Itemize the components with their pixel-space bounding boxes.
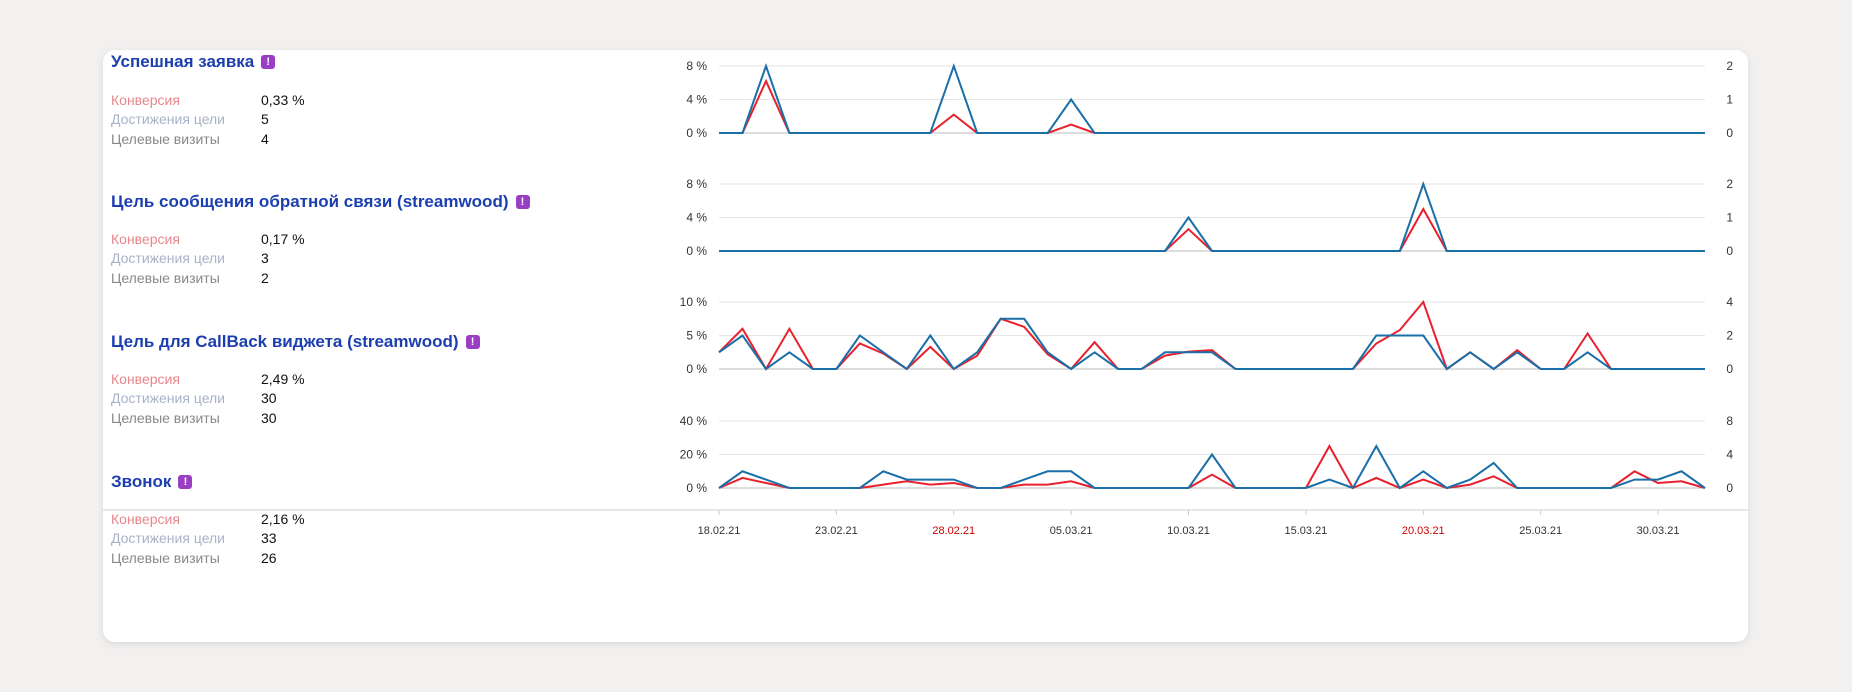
metric-label: Целевые визиты: [111, 270, 220, 286]
x-tick-label: 15.03.21: [1284, 525, 1327, 537]
metric-label: Целевые визиты: [111, 131, 220, 147]
metric-target-visits: Целевые визиты 26: [111, 548, 431, 568]
warning-badge-icon[interactable]: !: [465, 335, 480, 349]
y-tick-label-left: 0 %: [686, 244, 707, 258]
y-tick-label-left: 8 %: [686, 177, 707, 191]
metric-conversion: Конверсия 0,33 %: [111, 90, 431, 110]
x-tick-label: 25.03.21: [1519, 525, 1562, 537]
y-tick-label-left: 8 %: [686, 59, 707, 73]
metric-label: Конверсия: [111, 231, 180, 247]
y-tick-label-right: 0: [1726, 244, 1733, 258]
metric-value: 5: [261, 111, 269, 127]
y-tick-label-right: 0: [1726, 126, 1733, 140]
goal-title[interactable]: Успешная заявка !: [111, 52, 276, 72]
metric-label: Достижения цели: [111, 250, 226, 266]
conversion-line: [718, 444, 1706, 490]
metric-value: 0,33 %: [261, 92, 305, 108]
y-tick-label-left: 5 %: [686, 329, 707, 343]
metric-label: Целевые визиты: [111, 410, 220, 426]
metric-value: 30: [261, 390, 277, 406]
y-tick-label-right: 0: [1726, 362, 1733, 376]
goal-block-callback-widget: Цель для CallBack виджета (streamwood) !…: [107, 330, 707, 470]
goal-block-successful-request: Успешная заявка ! Конверсия 0,33 % Дости…: [107, 50, 707, 190]
y-tick-label-right: 2: [1726, 59, 1733, 73]
warning-badge-icon[interactable]: !: [178, 475, 193, 489]
conversion-line: [719, 78, 1705, 134]
goal-charts: 0 % 04 % 18 % 20 % 04 % 18 % 20 % 05 % 210 % 40 %…: [103, 59, 1748, 537]
x-tick-label: 18.02.21: [698, 525, 741, 537]
metric-value: 30: [261, 410, 277, 426]
metric-achievements: Достижения цели 3: [111, 248, 431, 268]
metric-label: Конверсия: [111, 92, 180, 108]
goal-block-feedback-message: Цель сообщения обратной связи (streamwoo…: [107, 190, 707, 330]
y-tick-label-right: 4: [1726, 295, 1733, 309]
y-tick-label-right: 1: [1726, 93, 1733, 107]
conversion-line: [719, 207, 1705, 252]
x-tick-label: 05.03.21: [1050, 525, 1093, 537]
y-tick-label-left: 10 %: [680, 295, 708, 309]
achievements-line: [719, 180, 1705, 252]
metric-value: 4: [261, 131, 269, 147]
metric-achievements: Достижения цели 33: [111, 528, 431, 548]
warning-badge-icon[interactable]: !: [515, 195, 530, 209]
metric-value: 33: [261, 530, 277, 546]
metric-value: 3: [261, 250, 269, 266]
warning-badge-icon[interactable]: !: [261, 55, 276, 69]
x-tick-label: 28.02.21: [932, 525, 975, 537]
metric-label: Достижения цели: [111, 390, 226, 406]
goal-title-text[interactable]: Цель для CallBack виджета (streamwood): [111, 332, 459, 351]
metric-achievements: Достижения цели 30: [111, 388, 431, 408]
metric-target-visits: Целевые визиты 4: [111, 129, 431, 149]
y-tick-label-left: 0 %: [686, 126, 707, 140]
x-tick-label: 10.03.21: [1167, 525, 1210, 537]
metric-value: 2: [261, 270, 269, 286]
metric-label: Достижения цели: [111, 111, 226, 127]
x-tick-label: 20.03.21: [1402, 525, 1445, 537]
metric-value: 2,49 %: [261, 371, 305, 387]
goal-title-text[interactable]: Звонок: [111, 472, 172, 491]
goal-title[interactable]: Цель для CallBack виджета (streamwood) !: [111, 332, 480, 352]
metric-label: Конверсия: [111, 371, 180, 387]
y-tick-label-right: 0: [1726, 481, 1733, 495]
metric-conversion: Конверсия 0,17 %: [111, 229, 431, 249]
achievements-line: [718, 317, 1705, 371]
metric-conversion: Конверсия 2,49 %: [111, 369, 431, 389]
metric-label: Достижения цели: [111, 530, 226, 546]
goal-title-text[interactable]: Успешная заявка: [111, 52, 255, 71]
metric-label: Целевые визиты: [111, 550, 220, 566]
goal-block-call: Звонок ! Конверсия 2,16 % Достижения цел…: [107, 470, 707, 610]
metric-target-visits: Целевые визиты 2: [111, 268, 431, 288]
metric-value: 2,16 %: [261, 511, 305, 527]
goal-title[interactable]: Звонок !: [111, 472, 193, 492]
y-tick-label-right: 2: [1726, 329, 1733, 343]
y-tick-label-left: 4 %: [686, 211, 707, 225]
y-tick-label-right: 1: [1726, 211, 1733, 225]
metric-label: Конверсия: [111, 511, 180, 527]
achievements-line: [718, 444, 1706, 490]
metric-conversion: Конверсия 2,16 %: [111, 509, 431, 529]
y-tick-label-left: 20 %: [680, 448, 708, 462]
goal-title[interactable]: Цель сообщения обратной связи (streamwoo…: [111, 192, 530, 212]
y-tick-label-right: 2: [1726, 177, 1733, 191]
goal-title-text[interactable]: Цель сообщения обратной связи (streamwoo…: [111, 192, 509, 211]
y-tick-label-left: 4 %: [686, 93, 707, 107]
metric-achievements: Достижения цели 5: [111, 109, 431, 129]
achievements-line: [719, 62, 1705, 134]
y-tick-label-left: 0 %: [686, 481, 707, 495]
y-tick-label-left: 0 %: [686, 362, 707, 376]
metric-value: 26: [261, 550, 277, 566]
x-tick-label: 23.02.21: [815, 525, 858, 537]
metric-value: 0,17 %: [261, 231, 305, 247]
y-tick-label-left: 40 %: [680, 414, 708, 428]
y-tick-label-right: 4: [1726, 448, 1733, 462]
goals-report-card: Успешная заявка ! Конверсия 0,33 % Дости…: [103, 50, 1748, 642]
x-tick-label: 30.03.21: [1637, 525, 1680, 537]
metric-target-visits: Целевые визиты 30: [111, 408, 431, 428]
y-tick-label-right: 8: [1726, 414, 1733, 428]
